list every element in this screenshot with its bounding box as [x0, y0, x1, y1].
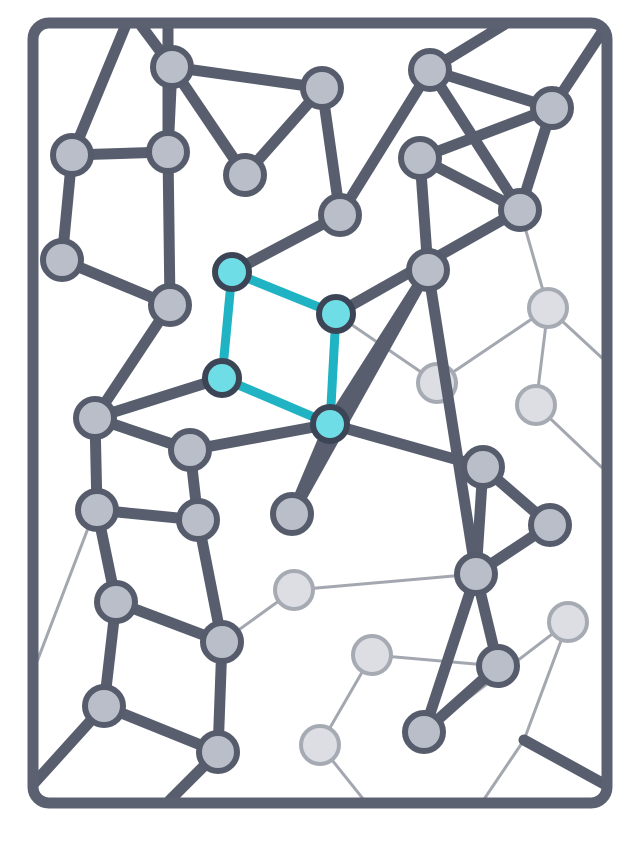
frame-border [27, 17, 613, 809]
edge-n1-n2 [166, 61, 328, 94]
edge-n7-n9 [334, 64, 436, 221]
highlight-edges-layer [217, 267, 341, 429]
node-n10 [530, 86, 574, 130]
node-n24 [528, 503, 572, 547]
edge-stub-3 [66, 23, 136, 161]
node-n22 [406, 248, 450, 292]
node-h3 [202, 358, 242, 398]
node-n20 [196, 730, 240, 774]
node-l4 [273, 569, 315, 611]
node-n18 [200, 620, 244, 664]
node-n14 [168, 428, 212, 472]
highlight-nodes-layer [202, 252, 356, 444]
edge-stub-12 [33, 508, 97, 682]
edge-l1-l2 [435, 306, 550, 385]
node-n2 [300, 66, 344, 110]
edge-n22-n25 [422, 264, 482, 580]
node-n13 [73, 396, 117, 440]
edge-n10-n11 [414, 102, 558, 164]
node-n23 [461, 445, 505, 489]
node-n11 [398, 136, 442, 180]
edge-n8-n13 [89, 299, 176, 424]
node-l3 [515, 384, 557, 426]
edge-n14-h4 [184, 418, 336, 456]
node-h4 [310, 404, 350, 444]
edge-l4-n25 [292, 572, 478, 592]
node-n8 [148, 283, 192, 327]
node-n19 [82, 684, 126, 728]
node-n15 [75, 488, 119, 532]
edge-n21-n22 [286, 264, 434, 520]
node-n1 [150, 45, 194, 89]
node-n3 [223, 153, 267, 197]
edge-stub-14 [468, 738, 526, 803]
edge-h3-n13 [89, 372, 228, 424]
node-l7 [547, 601, 589, 643]
node-n27 [402, 710, 446, 754]
node-n5 [146, 130, 190, 174]
node-n7 [318, 193, 362, 237]
node-n25 [454, 552, 498, 596]
node-l1 [527, 287, 569, 329]
node-n17 [94, 580, 138, 624]
edge-stub-9 [518, 734, 607, 796]
node-h1 [212, 252, 252, 292]
graph-content [33, 23, 607, 803]
node-n6 [40, 238, 84, 282]
node-n4 [50, 133, 94, 177]
dark-nodes-layer [40, 45, 574, 774]
node-l5 [351, 634, 393, 676]
node-n16 [176, 498, 220, 542]
node-n9 [408, 48, 452, 92]
node-n12 [498, 188, 542, 232]
edge-n25-n27 [418, 568, 482, 738]
node-n21 [270, 492, 314, 536]
node-n26 [476, 644, 520, 688]
node-h2 [316, 294, 356, 334]
node-l6 [299, 724, 341, 766]
edge-n5-n8 [162, 146, 176, 311]
